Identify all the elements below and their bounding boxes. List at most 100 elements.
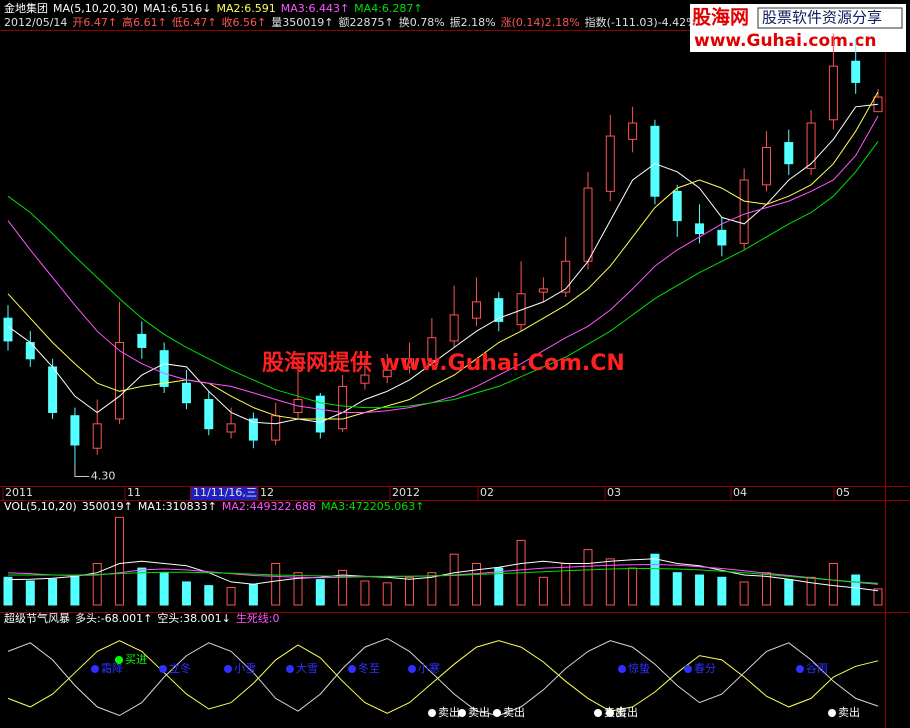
header-item: 2012/05/14: [4, 16, 67, 29]
date-label: 2011: [5, 486, 33, 499]
term-label: 春分: [694, 662, 716, 675]
header-item: MA3:6.443↑: [281, 2, 349, 15]
volume-bar: [828, 562, 838, 606]
candle-body: [181, 382, 191, 404]
volume-bar: [873, 588, 883, 606]
candle-body: [538, 288, 548, 293]
candle-body: [70, 415, 80, 446]
term-label: 大雪: [296, 661, 318, 675]
sell-dot: [828, 709, 836, 717]
date-label: 2012: [392, 486, 420, 499]
volume-bar: [761, 572, 771, 606]
candle-body: [159, 350, 169, 387]
series-line: [7, 91, 879, 420]
candle-body: [761, 146, 771, 186]
candle-body: [494, 298, 504, 322]
candle-body: [449, 314, 459, 342]
candle-body: [806, 122, 816, 170]
series-line: [7, 640, 879, 714]
series-line: [7, 115, 879, 413]
candle-body: [828, 65, 838, 121]
header-item: 空头:38.001↓: [157, 611, 230, 625]
candle-body: [739, 179, 749, 244]
sell-label: 卖出: [503, 705, 525, 719]
header-item: 金地集团: [4, 1, 48, 15]
term-dot: [91, 665, 99, 673]
candle-body: [717, 229, 727, 246]
logo-url: www.Guhai.com.cn: [694, 31, 877, 51]
volume-bar: [471, 562, 481, 606]
candle-body: [672, 190, 682, 222]
candle-body: [92, 423, 102, 449]
term-dot: [159, 665, 167, 673]
header-item: 指数(-111.03)-4.42%: [585, 15, 697, 29]
sell-dot: [493, 709, 501, 717]
date-highlight: [190, 487, 258, 500]
logo-slogan: 股票软件资源分享: [762, 9, 882, 27]
term-dot: [286, 665, 294, 673]
header-item: 高6.61↑: [122, 15, 167, 29]
series-line: [7, 103, 879, 425]
header-item: 超级节气风暴: [4, 611, 70, 625]
header-item: 生死线:0: [236, 611, 280, 625]
header-item: 收6.56↑: [222, 15, 267, 29]
date-label: 11: [127, 486, 141, 499]
volume-bar: [851, 574, 861, 606]
date-label: 05: [836, 486, 850, 499]
volume-bar: [695, 574, 705, 606]
candle-body: [382, 369, 392, 378]
header-item: 涨(0.14)2.18%: [501, 16, 580, 29]
frame: [0, 30, 910, 728]
candle-body: [248, 418, 258, 441]
volume-bar: [672, 572, 682, 606]
volume-bar: [115, 516, 125, 606]
header-item: MA2:449322.688: [222, 500, 316, 513]
header-item: 低6.47↑: [172, 16, 217, 29]
volume-bar: [382, 582, 392, 606]
term-label: 谷雨: [806, 662, 828, 675]
term-dot: [684, 665, 692, 673]
volume-bar: [605, 558, 615, 606]
header-item: 换0.78%: [399, 15, 445, 29]
volume-bar: [248, 583, 258, 606]
volume-bar: [3, 576, 13, 606]
candle-body: [628, 122, 638, 140]
candle-body: [516, 293, 526, 326]
sell-dot: [606, 709, 614, 717]
candle-body: [360, 374, 370, 384]
header-row: 金地集团 MA(5,10,20,30) MA1:6.516↓ MA2:6.591 MA3…: [4, 1, 423, 15]
volume-bar: [405, 576, 415, 606]
volume-bar: [717, 576, 727, 606]
candle-body: [204, 398, 214, 430]
volume-bar: [92, 562, 102, 606]
candle-body: [338, 385, 348, 430]
date-label: 04: [733, 486, 747, 499]
volume-bar: [181, 581, 191, 606]
series-line: [7, 141, 879, 409]
header-item: 额22875↑: [339, 16, 394, 29]
header-item: MA1:6.516↓: [143, 2, 211, 15]
header-item: MA1:310833↑: [138, 500, 217, 513]
header-item: 开6.47↑: [72, 16, 117, 29]
header-item: 振2.18%: [450, 15, 496, 29]
logo-name: 股海网: [692, 6, 749, 29]
header-row: VOL(5,10,20) 350019↑ MA1:310833↑ MA2:449322…: [4, 500, 424, 513]
volume-bar: [650, 553, 660, 606]
volume-bar: [226, 586, 236, 606]
candle-body: [851, 60, 861, 83]
volume-bar: [293, 572, 303, 606]
series-line: [7, 637, 879, 717]
header-row: 超级节气风暴 多头:-68.001↑ 空头:38.001↓ 生死线:0: [4, 611, 280, 625]
term-label: 立冬: [169, 661, 191, 675]
date-label: 02: [480, 486, 494, 499]
term-label: 小寒: [418, 661, 440, 675]
candle-body: [427, 337, 437, 361]
sell-dot: [428, 709, 436, 717]
header-item: MA(5,10,20,30): [53, 2, 138, 15]
volume-bar: [360, 580, 370, 606]
term-label: 惊蛰: [628, 661, 650, 675]
term-dot: [348, 665, 356, 673]
header-item: 量350019↑: [271, 16, 333, 29]
